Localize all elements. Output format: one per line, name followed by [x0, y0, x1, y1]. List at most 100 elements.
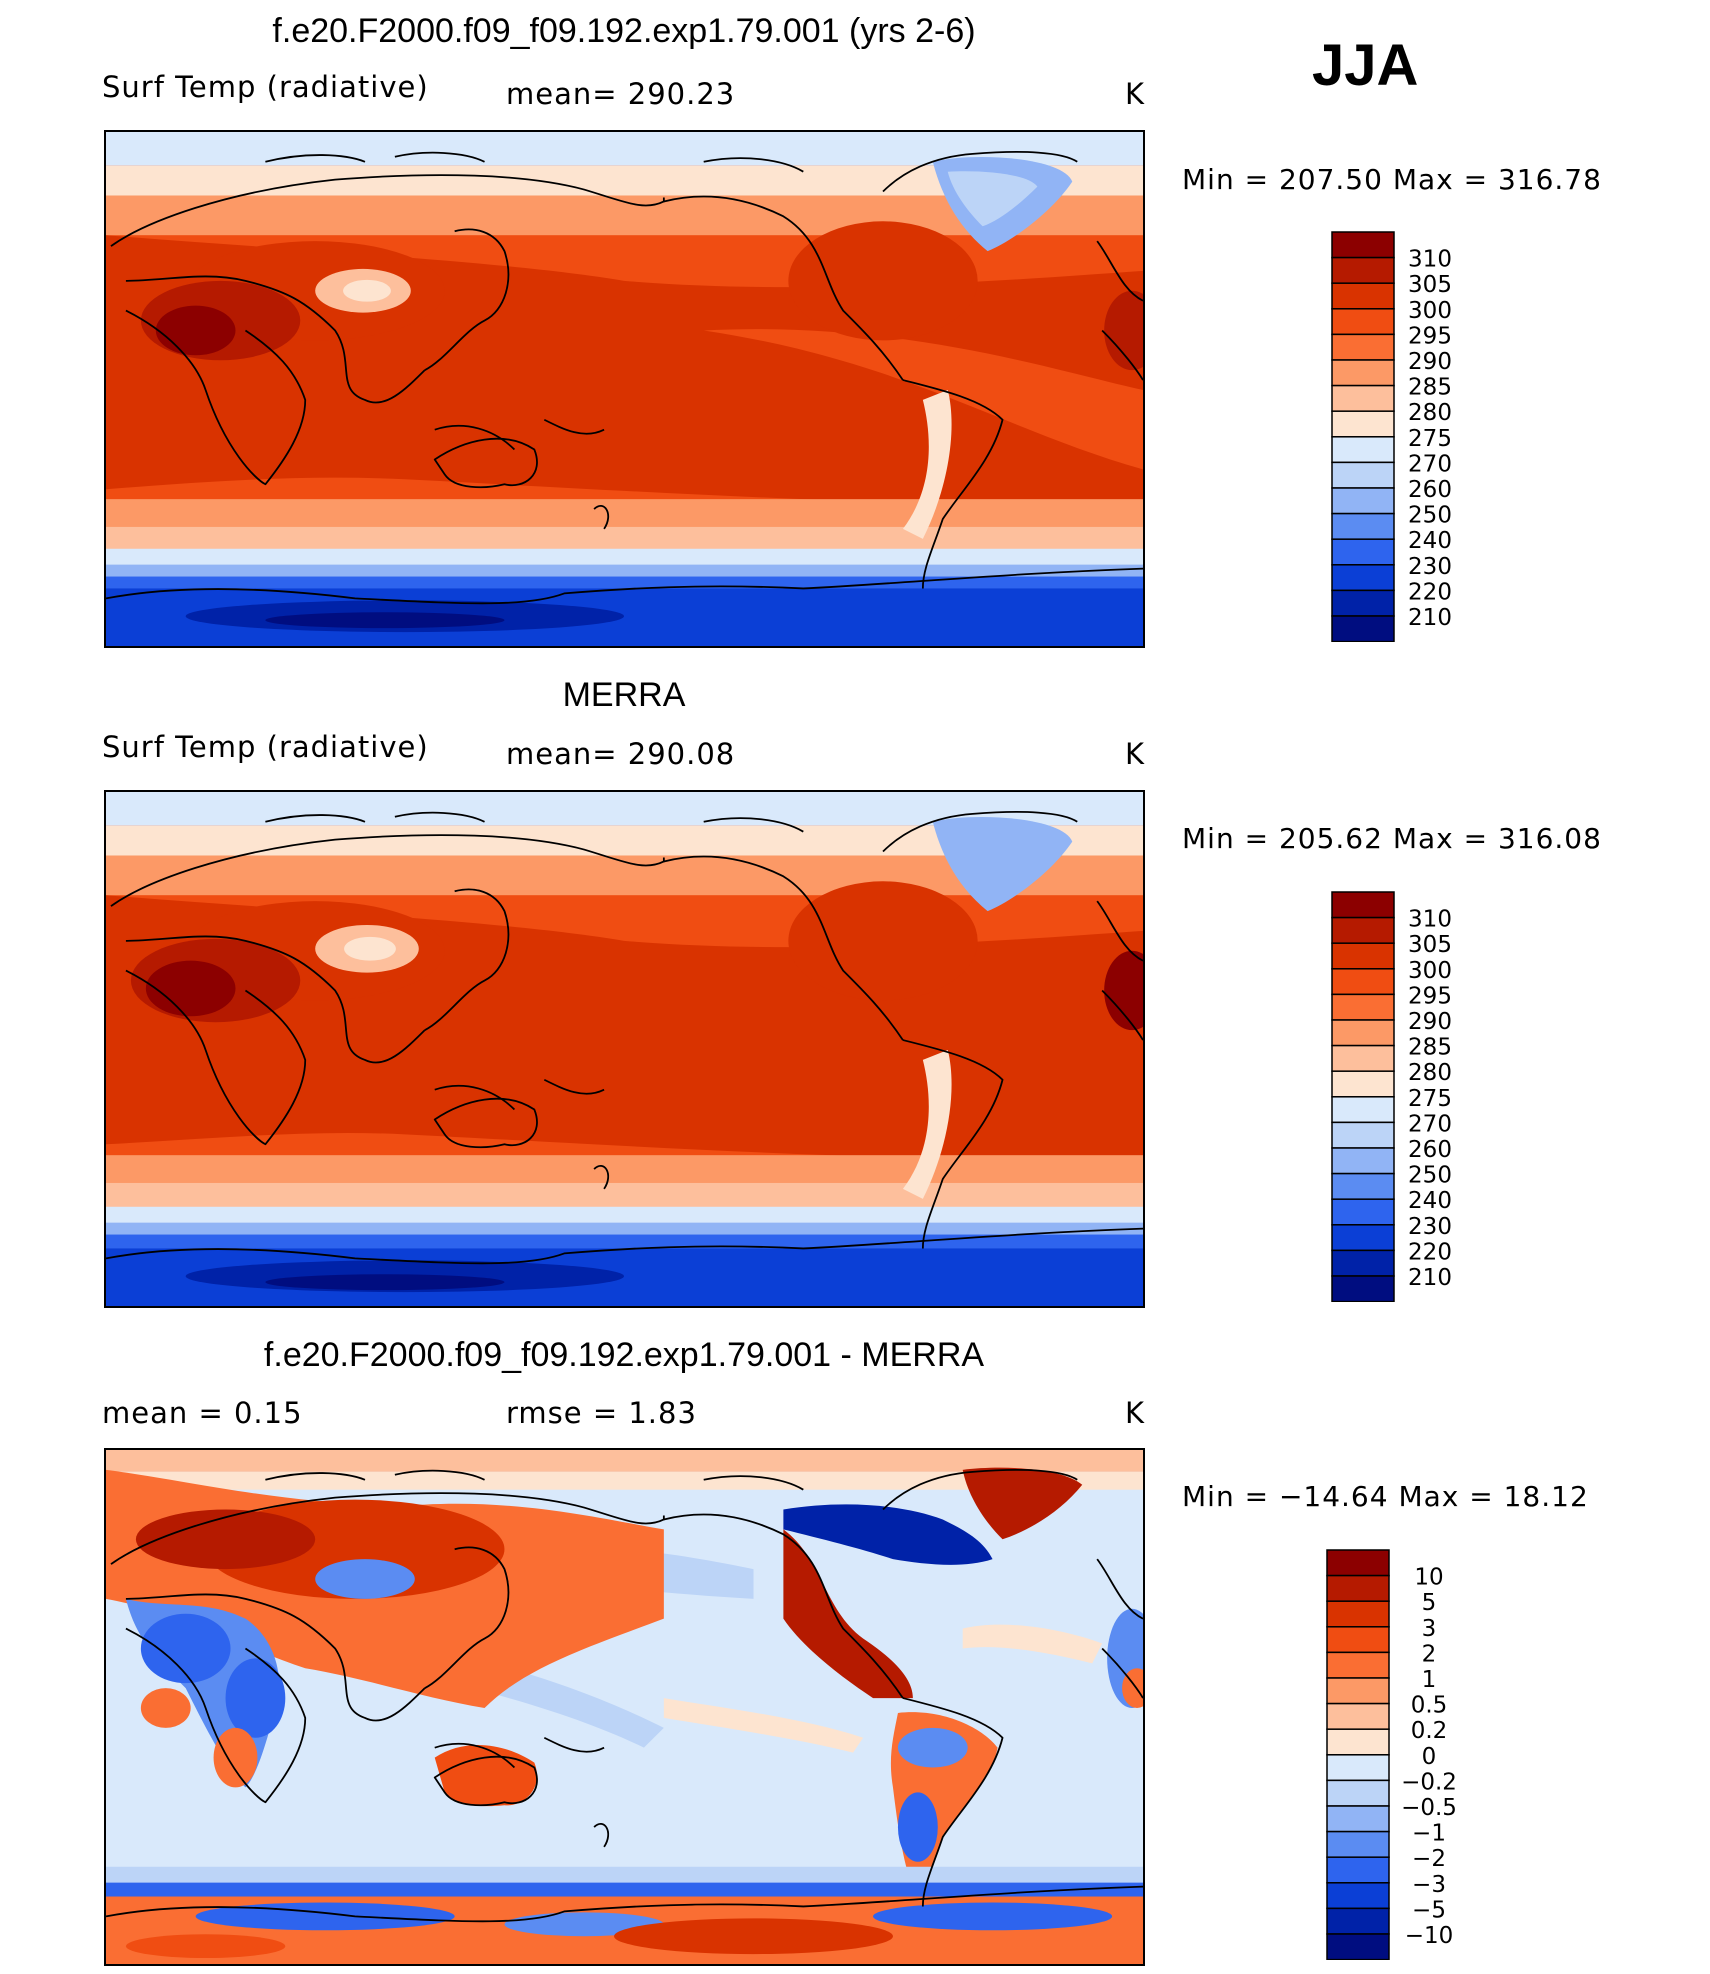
panel-2-temperature-field: [106, 792, 1143, 1306]
colorbar-tick-label: 285: [1408, 375, 1452, 401]
colorbar-box: [1326, 1805, 1390, 1833]
colorbar-box: [1326, 1728, 1390, 1756]
colorbar-tick-label: 300: [1408, 958, 1452, 984]
panel-2-title: MERRA: [562, 676, 686, 714]
panel-1-units: K: [1125, 77, 1146, 111]
colorbar-box: [1331, 410, 1395, 438]
colorbar-box: [1331, 1096, 1395, 1124]
colorbar-box: [1331, 359, 1395, 387]
colorbar-tick-label: 240: [1408, 1188, 1452, 1214]
colorbar-tick-label: −3: [1412, 1872, 1446, 1898]
colorbar-tick-label: 10: [1414, 1565, 1443, 1591]
season-label: JJA: [1312, 33, 1419, 98]
colorbar-box: [1331, 589, 1395, 617]
colorbar-box: [1326, 1907, 1390, 1935]
colorbar-tick-label: 1: [1422, 1667, 1437, 1693]
colorbar-box: [1331, 1172, 1395, 1200]
panel-1-colorbar: 310 305 300 295 290 285 280 275 270 260 250 240 230 2…: [1330, 230, 1470, 642]
colorbar-tick-label: 250: [1408, 1163, 1452, 1189]
colorbar-tick-label: 0.2: [1411, 1718, 1448, 1744]
panel-1-temperature-field: [106, 132, 1143, 646]
panel-2-colorbar: 310 305 300 295 290 285 280 275 270 260 250 240 230 2…: [1330, 890, 1470, 1302]
panel-3-rmse-label: rmse = 1.83: [506, 1396, 697, 1430]
colorbar-box: [1326, 1933, 1390, 1960]
panel-3-colorbar: 10 5 3 2 1 0.5 0.2 0 −0.2 −0.5 −1 −2 −3 −5 −10: [1325, 1548, 1470, 1960]
colorbar-box: [1326, 1677, 1390, 1705]
panel-1-colorbar-boxes: [1331, 231, 1395, 642]
colorbar-box: [1331, 1044, 1395, 1072]
colorbar-box: [1331, 256, 1395, 284]
colorbar-box: [1331, 891, 1395, 919]
colorbar-tick-label: −0.2: [1401, 1769, 1457, 1795]
colorbar-box: [1331, 487, 1395, 515]
colorbar-box: [1331, 1070, 1395, 1098]
panel-2-colorbar-labels: 3103053002952902852802752702602502402302…: [1408, 907, 1452, 1291]
colorbar-box: [1331, 282, 1395, 310]
panel-3-mean-label: mean = 0.15: [102, 1396, 303, 1430]
panel-1-title: f.e20.F2000.f09_f09.192.exp1.79.001 (yrs…: [272, 12, 976, 50]
colorbar-box: [1331, 1147, 1395, 1175]
colorbar-tick-label: 3: [1422, 1616, 1437, 1642]
colorbar-box: [1331, 231, 1395, 259]
panel-2-units: K: [1125, 737, 1146, 771]
colorbar-tick-label: 290: [1408, 1009, 1452, 1035]
panel-3-difference-field: [106, 1450, 1143, 1964]
panel-3-map: [104, 1448, 1145, 1966]
colorbar-box: [1331, 1275, 1395, 1302]
colorbar-tick-label: 275: [1408, 1086, 1452, 1112]
colorbar-tick-label: 305: [1408, 272, 1452, 298]
colorbar-box: [1326, 1574, 1390, 1602]
colorbar-tick-label: 280: [1408, 1060, 1452, 1086]
panel-2-map: [104, 790, 1145, 1308]
colorbar-box: [1331, 461, 1395, 489]
colorbar-box: [1331, 942, 1395, 970]
colorbar-tick-label: 0: [1422, 1744, 1437, 1770]
colorbar-tick-label: 210: [1408, 1265, 1452, 1291]
colorbar-box: [1331, 308, 1395, 336]
colorbar-box: [1331, 436, 1395, 464]
panel-1-colorbar-svg: 3103053002952902852802752702602502402302…: [1331, 231, 1452, 642]
colorbar-tick-label: −1: [1412, 1821, 1446, 1847]
colorbar-box: [1331, 538, 1395, 566]
panel-1-mean-label: mean= 290.23: [506, 77, 736, 111]
colorbar-box: [1326, 1754, 1390, 1782]
colorbar-box: [1331, 564, 1395, 592]
colorbar-box: [1331, 512, 1395, 540]
colorbar-box: [1331, 333, 1395, 361]
panel-1-map: [104, 130, 1145, 648]
colorbar-tick-label: −0.5: [1401, 1795, 1457, 1821]
colorbar-tick-label: 230: [1408, 1214, 1452, 1240]
colorbar-tick-label: 5: [1422, 1590, 1437, 1616]
colorbar-box: [1331, 1224, 1395, 1252]
colorbar-tick-label: 295: [1408, 983, 1452, 1009]
colorbar-tick-label: 0.5: [1411, 1693, 1448, 1719]
colorbar-tick-label: 220: [1408, 579, 1452, 605]
colorbar-tick-label: 300: [1408, 298, 1452, 324]
colorbar-tick-label: 250: [1408, 503, 1452, 529]
colorbar-box: [1331, 1198, 1395, 1226]
colorbar-tick-label: −5: [1412, 1897, 1446, 1923]
colorbar-tick-label: 270: [1408, 451, 1452, 477]
colorbar-box: [1331, 968, 1395, 996]
colorbar-box: [1326, 1882, 1390, 1910]
colorbar-tick-label: 285: [1408, 1035, 1452, 1061]
colorbar-tick-label: −2: [1412, 1846, 1446, 1872]
colorbar-tick-label: 310: [1408, 247, 1452, 273]
colorbar-box: [1331, 1249, 1395, 1277]
panel-2-variable-label: Surf Temp (radiative): [102, 730, 429, 764]
colorbar-box: [1326, 1830, 1390, 1858]
colorbar-box: [1331, 993, 1395, 1021]
colorbar-box: [1326, 1702, 1390, 1730]
colorbar-tick-label: 230: [1408, 554, 1452, 580]
colorbar-tick-label: 240: [1408, 528, 1452, 554]
panel-2-mean-label: mean= 290.08: [506, 737, 736, 771]
colorbar-box: [1326, 1600, 1390, 1628]
colorbar-tick-label: 220: [1408, 1239, 1452, 1265]
colorbar-box: [1331, 1121, 1395, 1149]
colorbar-tick-label: 260: [1408, 1137, 1452, 1163]
colorbar-tick-label: 290: [1408, 349, 1452, 375]
panel-3-colorbar-boxes: [1326, 1549, 1390, 1960]
panel-1-minmax: Min = 207.50 Max = 316.78: [1182, 163, 1602, 196]
colorbar-box: [1331, 1019, 1395, 1047]
